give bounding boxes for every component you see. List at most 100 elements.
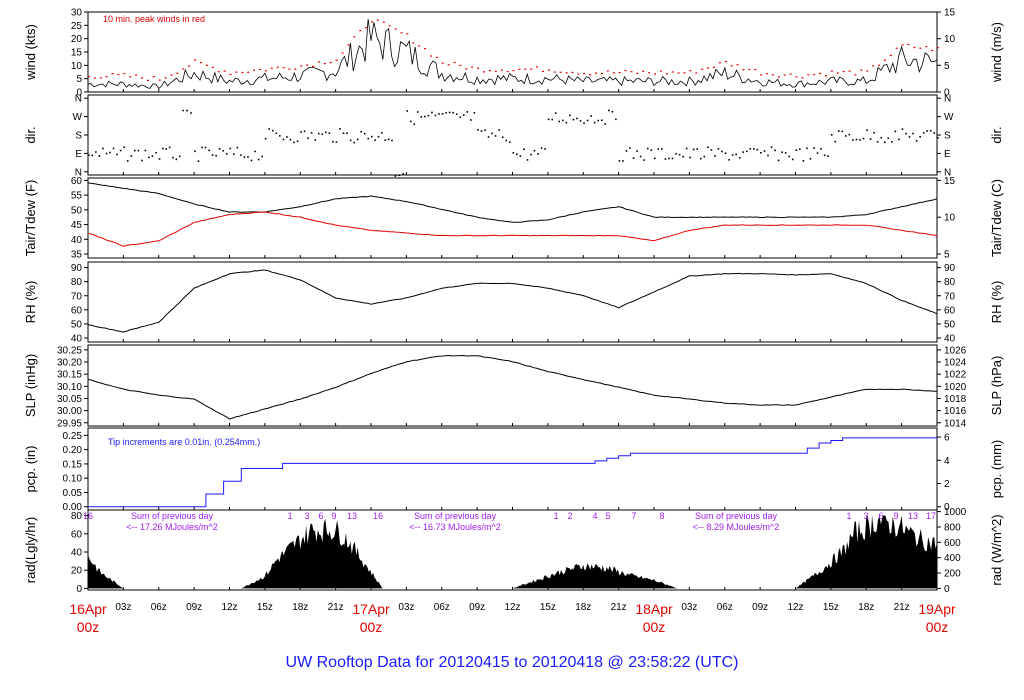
dir-point	[845, 135, 847, 137]
dir-point	[491, 132, 493, 135]
dir-point	[367, 137, 370, 140]
y-axis-label-right-temp: Tair/Tdew (C)	[989, 179, 1004, 257]
peak-wind-mark	[371, 21, 373, 23]
peak-wind-mark	[913, 46, 916, 49]
right-tick-label-rad: 1000	[944, 507, 967, 518]
peak-wind-mark	[589, 74, 592, 76]
dir-point	[745, 150, 748, 153]
peak-wind-mark	[117, 73, 120, 76]
x-tick-label: 03z	[398, 602, 414, 613]
dir-point	[360, 130, 362, 133]
hour-marker: 8	[659, 511, 664, 521]
dir-point	[197, 160, 200, 162]
dir-point	[632, 157, 635, 160]
y-axis-label-right-wind: wind (m/s)	[989, 22, 1004, 83]
peak-wind-mark	[141, 77, 144, 79]
dir-point	[512, 152, 515, 154]
hour-marker: 3	[863, 511, 868, 521]
dir-point	[363, 132, 366, 135]
dir-point	[791, 158, 794, 161]
x-tick-label: 21z	[611, 602, 627, 613]
dir-point	[707, 146, 709, 149]
peak-wind-mark	[895, 47, 898, 49]
dir-point	[813, 147, 815, 149]
dir-point	[795, 149, 798, 152]
day-hour-label: 00z	[643, 619, 666, 635]
dir-point	[526, 159, 529, 161]
dir-point	[937, 136, 939, 139]
series-line-temp-1	[87, 211, 938, 247]
y-axis-label-left-dir: dir.	[23, 126, 38, 143]
peak-wind-mark	[612, 72, 615, 74]
dir-point	[307, 137, 309, 140]
dir-point	[816, 152, 819, 154]
left-tick-label-wind: 10	[71, 61, 83, 72]
dir-point	[675, 152, 677, 155]
dir-point	[158, 158, 161, 160]
dir-point	[413, 123, 416, 126]
peak-wind-mark	[842, 70, 845, 73]
dir-point	[905, 132, 907, 135]
left-tick-label-slp: 30.25	[57, 345, 82, 356]
dir-point	[321, 133, 324, 136]
dir-point	[873, 131, 875, 134]
hour-marker: 9	[893, 511, 898, 521]
dir-point	[501, 136, 504, 139]
dir-point	[434, 114, 437, 117]
x-tick-label: 21z	[328, 602, 344, 613]
right-tick-label-temp: 15	[944, 176, 956, 187]
dir-point	[208, 149, 210, 152]
peak-wind-mark	[618, 71, 621, 74]
dir-point	[88, 154, 90, 157]
x-tick-label: 06z	[151, 602, 167, 613]
peak-wind-mark	[194, 59, 197, 61]
panel-frame-wind	[87, 11, 938, 93]
left-tick-label-rh: 80	[71, 277, 83, 288]
daily-sum-value: <-- 17.26 MJoules/m^2	[126, 522, 218, 532]
peak-wind-mark	[771, 74, 774, 76]
left-tick-label-dir: W	[73, 112, 83, 123]
peak-wind-mark	[365, 27, 368, 29]
left-tick-label-wind: 0	[76, 88, 82, 99]
dir-point	[240, 154, 242, 156]
peak-wind-mark	[211, 66, 214, 68]
dir-point	[540, 147, 543, 149]
dir-point	[204, 146, 207, 149]
dir-point	[494, 135, 497, 137]
left-tick-label-dir: S	[75, 131, 82, 142]
right-tick-label-rh: 60	[944, 305, 956, 316]
x-tick-label: 21z	[894, 602, 910, 613]
dir-point	[615, 118, 617, 121]
peak-wind-mark	[553, 71, 556, 73]
dir-point	[105, 152, 108, 155]
peak-wind-mark	[424, 48, 427, 50]
dir-point	[119, 149, 122, 152]
dir-point	[398, 174, 401, 177]
peak-wind-mark	[736, 64, 739, 66]
peak-wind-mark	[824, 75, 827, 77]
peak-wind-mark	[241, 71, 244, 74]
dir-point	[760, 151, 762, 154]
right-tick-label-pcp: 6	[944, 433, 950, 444]
dir-point	[473, 112, 476, 114]
peak-wind-mark	[123, 73, 126, 75]
peak-wind-mark	[282, 67, 285, 69]
dir-point	[530, 153, 532, 156]
peak-wind-mark	[577, 73, 580, 75]
dir-point	[848, 133, 851, 136]
dir-point	[247, 156, 249, 158]
peak-wind-mark	[671, 71, 674, 73]
dir-point	[286, 136, 288, 138]
dir-point	[387, 138, 390, 141]
peak-wind-mark	[754, 68, 757, 71]
dir-point	[869, 138, 872, 140]
dir-point	[332, 140, 334, 143]
peak-wind-mark	[659, 70, 662, 72]
dir-point	[784, 152, 787, 154]
dir-point	[654, 157, 656, 160]
dir-point	[657, 148, 660, 150]
peak-wind-mark	[129, 76, 132, 78]
dir-point	[901, 128, 904, 130]
peak-wind-mark	[742, 69, 745, 71]
